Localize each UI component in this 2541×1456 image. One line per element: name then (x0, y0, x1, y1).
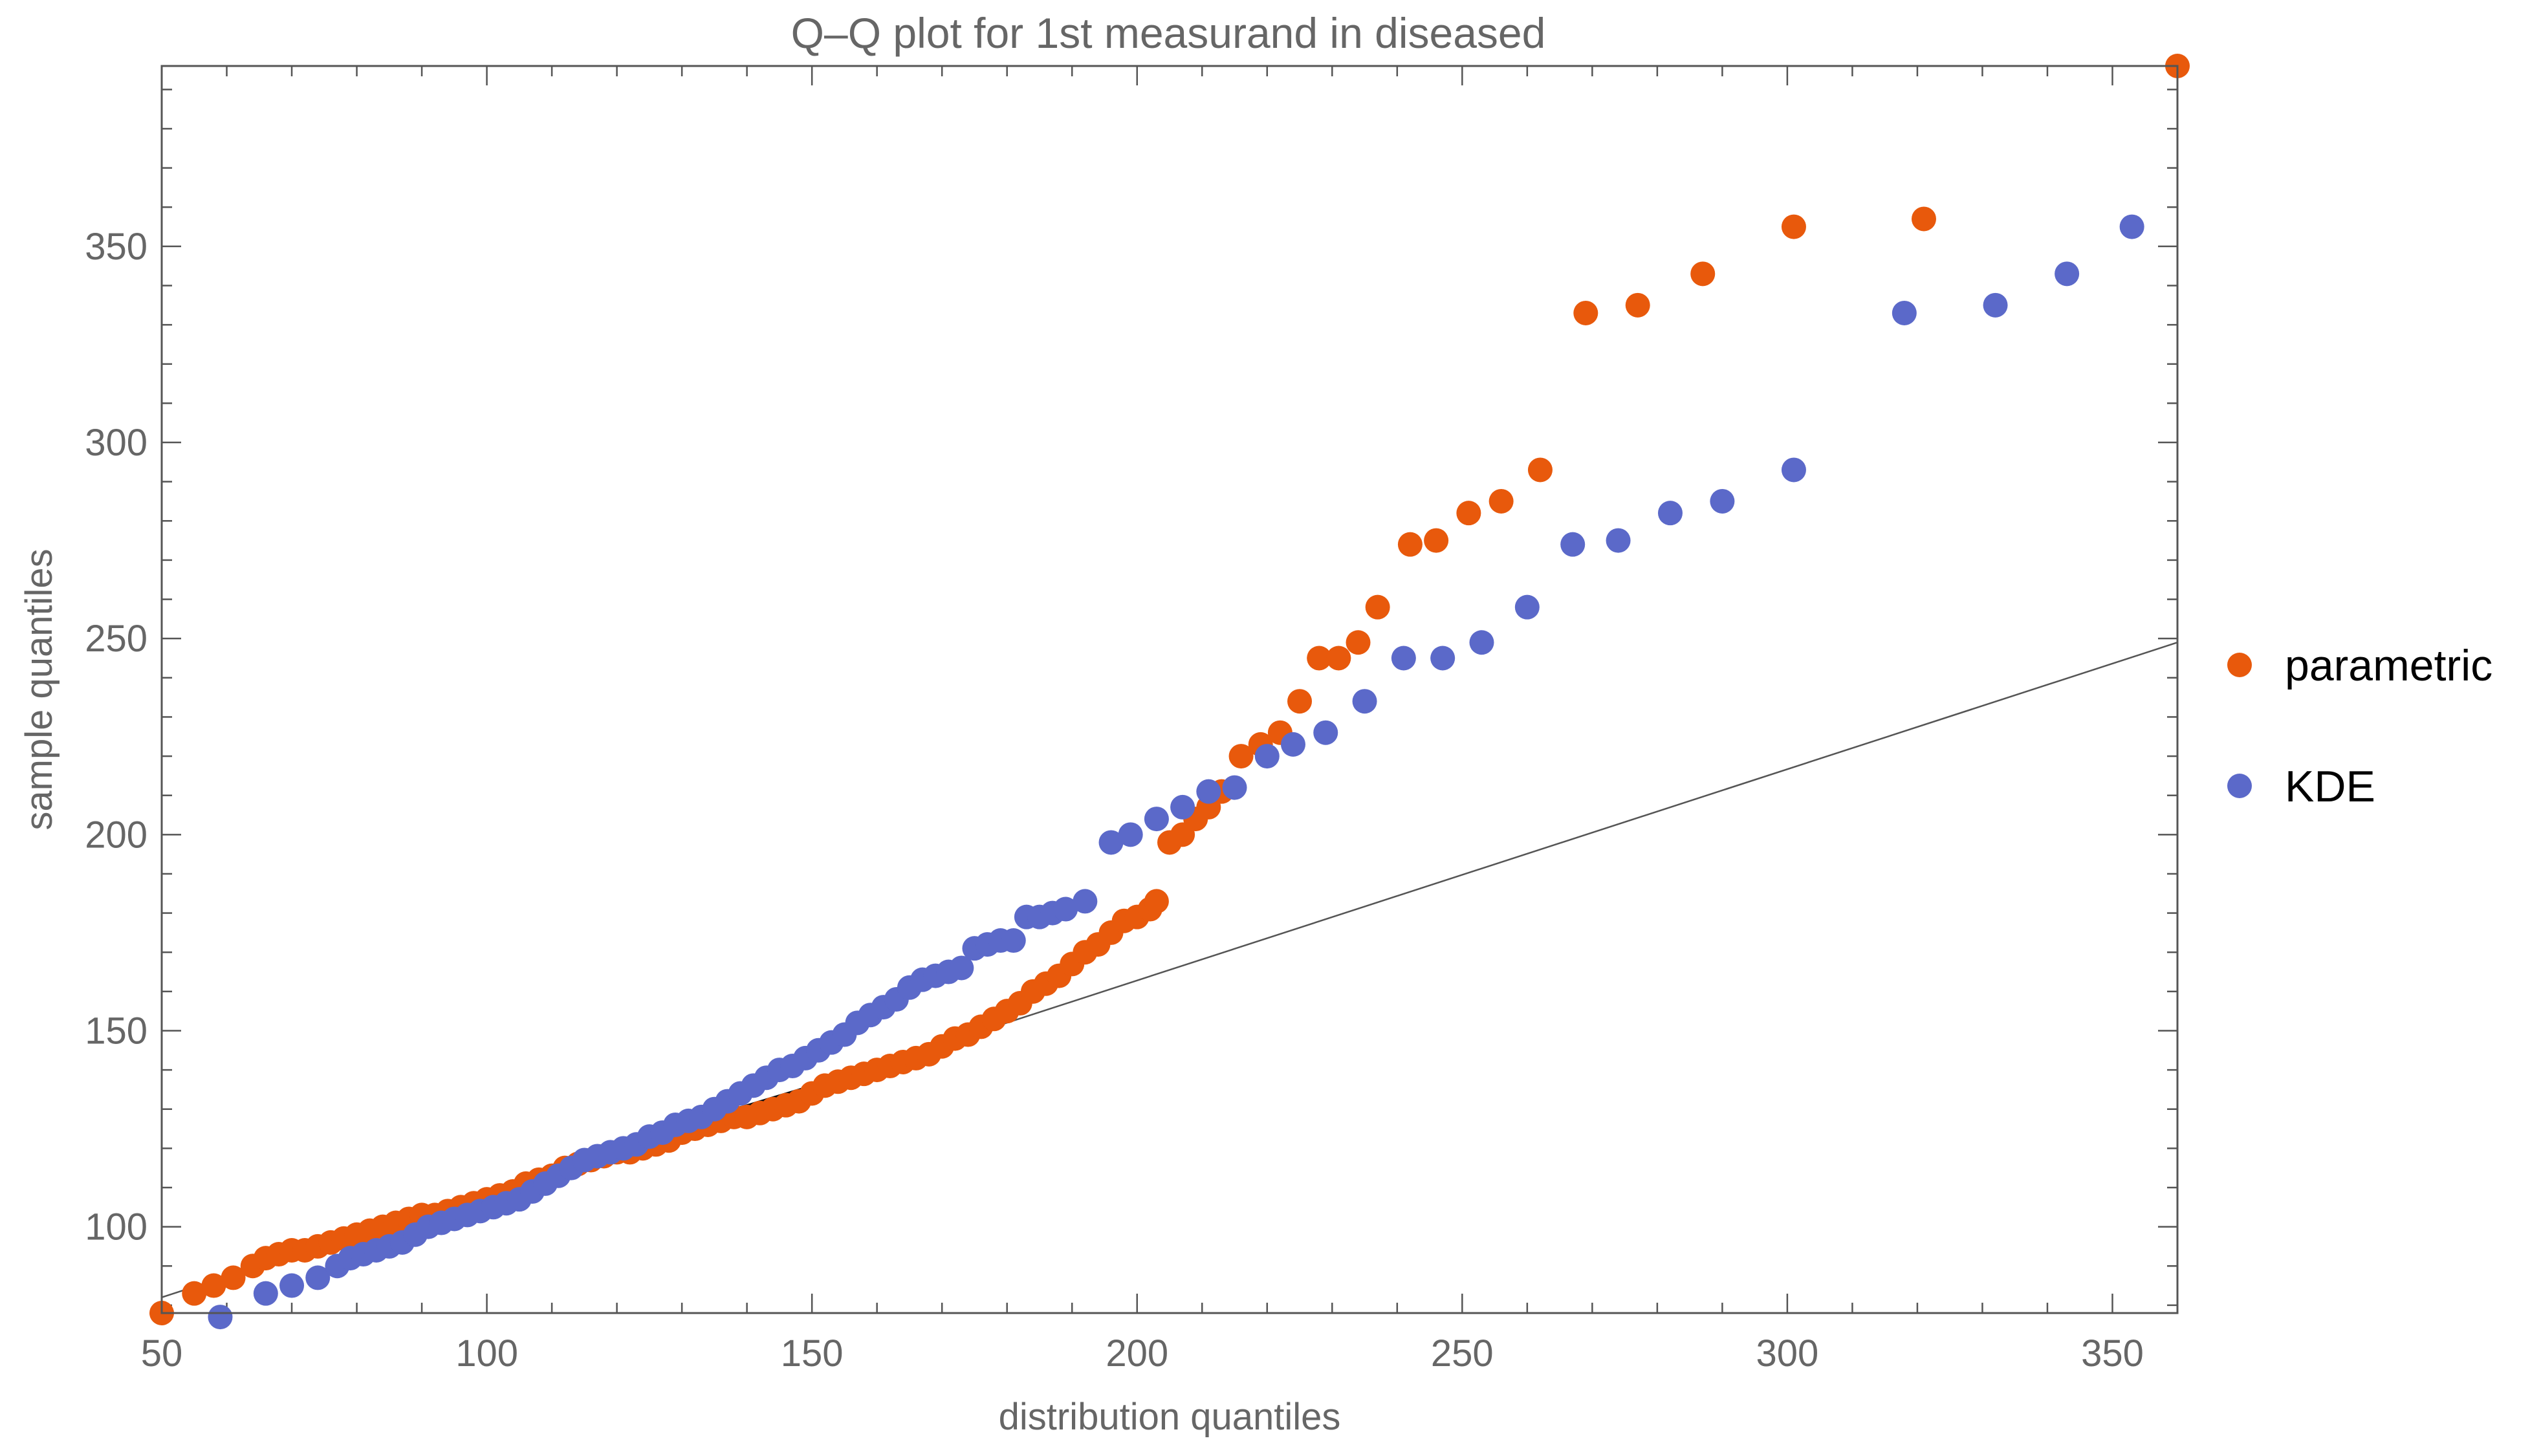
kde-point (1196, 779, 1221, 804)
kde-point (1983, 292, 2008, 318)
kde-point (2119, 214, 2144, 239)
legend-label-parametric: parametric (2285, 641, 2492, 690)
legend-label-kde: KDE (2285, 762, 2375, 811)
kde-point (1254, 744, 1280, 769)
plot-frame (160, 65, 2179, 1314)
kde-point (2055, 261, 2080, 287)
kde-point (1781, 457, 1806, 483)
x-axis-label: distribution quantiles (999, 1396, 1341, 1438)
y-tick-label: 100 (85, 1206, 147, 1248)
kde-point (1892, 300, 1917, 325)
kde-point (1606, 528, 1631, 553)
parametric-point (1911, 206, 1936, 232)
y-axis-tick-labels: 100 150 200 250 300 350 (85, 226, 147, 1248)
kde-point (1391, 646, 1416, 671)
parametric-point (1424, 528, 1449, 553)
series-kde (208, 214, 2144, 1330)
parametric-point (1307, 646, 1332, 671)
parametric-point (1489, 488, 1514, 514)
parametric-point (1326, 646, 1351, 671)
parametric-point (1781, 214, 1806, 239)
kde-point (1222, 775, 1247, 800)
kde-point (1352, 689, 1377, 714)
x-tick-label: 300 (1756, 1332, 1819, 1375)
legend: parametric KDE (2227, 641, 2492, 811)
kde-point (253, 1281, 278, 1306)
kde-point (1280, 732, 1305, 757)
x-axis-tick-labels: 50 100 150 200 250 300 350 (141, 1332, 2144, 1375)
kde-point (1001, 928, 1026, 953)
y-tick-label: 150 (85, 1010, 147, 1052)
data-points-layer (149, 54, 2190, 1330)
kde-point (1073, 889, 1098, 914)
kde-point (1053, 896, 1078, 922)
parametric-point (1456, 501, 1481, 526)
parametric-point (1527, 457, 1553, 483)
parametric-point (201, 1273, 226, 1298)
kde-point (949, 955, 974, 981)
parametric-point (1346, 630, 1371, 655)
axis-ticks (160, 66, 2179, 1313)
parametric-point (1365, 594, 1390, 620)
legend-marker-kde (2227, 774, 2252, 798)
kde-point (1170, 794, 1195, 820)
kde-point (279, 1273, 305, 1298)
parametric-point (1287, 689, 1313, 714)
kde-point (1430, 646, 1456, 671)
y-tick-label: 350 (85, 226, 147, 268)
parametric-point (1573, 300, 1598, 325)
kde-point (305, 1265, 331, 1290)
parametric-point (1144, 889, 1169, 914)
x-tick-label: 350 (2081, 1332, 2144, 1375)
parametric-point (1228, 744, 1254, 769)
kde-point (1469, 630, 1494, 655)
y-axis-label: sample quantiles (18, 549, 60, 830)
kde-point (1657, 501, 1683, 526)
x-tick-label: 100 (455, 1332, 518, 1375)
chart-title: Q–Q plot for 1st measurand in diseased (791, 9, 1546, 57)
parametric-point (1397, 532, 1423, 557)
parametric-point (1690, 261, 1716, 287)
x-tick-label: 150 (781, 1332, 844, 1375)
kde-point (1560, 532, 1586, 557)
parametric-point (182, 1281, 207, 1306)
y-tick-label: 300 (85, 422, 147, 464)
kde-point (1144, 807, 1169, 832)
parametric-point (221, 1265, 246, 1290)
x-tick-label: 50 (141, 1332, 183, 1375)
parametric-point (1625, 292, 1650, 318)
kde-point (1098, 830, 1124, 855)
y-tick-label: 200 (85, 814, 147, 856)
kde-point (1710, 488, 1735, 514)
legend-marker-parametric (2227, 653, 2252, 677)
y-tick-label: 250 (85, 618, 147, 660)
x-tick-label: 250 (1431, 1332, 1494, 1375)
kde-point (1514, 594, 1540, 620)
kde-point (208, 1305, 233, 1330)
x-tick-label: 200 (1106, 1332, 1168, 1375)
kde-point (1118, 822, 1143, 847)
kde-point (1313, 720, 1338, 745)
